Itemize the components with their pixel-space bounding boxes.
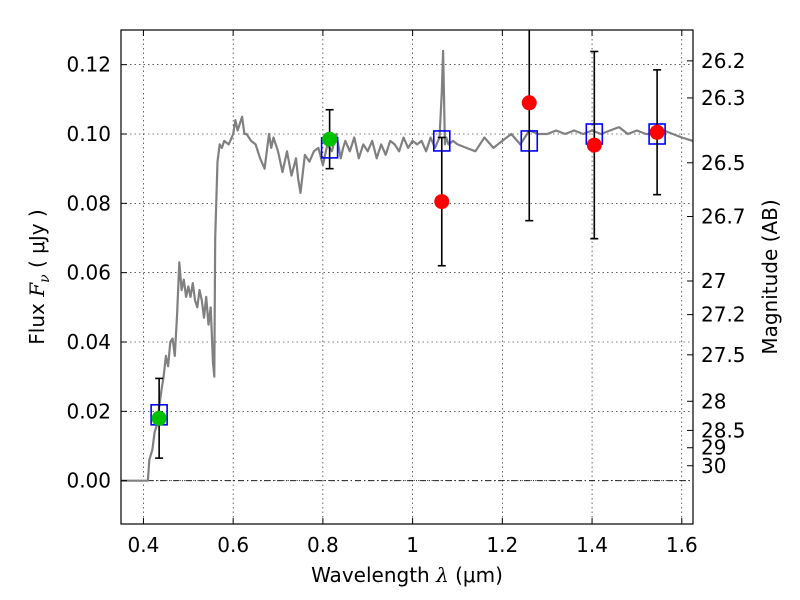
x-axis-title: Wavelength λ (μm) bbox=[311, 563, 503, 587]
sed-model-line bbox=[121, 49, 693, 482]
magnitude-tick-label: 29 bbox=[701, 436, 726, 460]
red-data-point bbox=[649, 124, 665, 140]
magnitude-tick-label: 26.7 bbox=[701, 205, 746, 229]
x-tick-label: 1.4 bbox=[576, 533, 608, 557]
y-tick-label: 0.10 bbox=[66, 122, 111, 146]
magnitude-tick-label: 27.5 bbox=[701, 343, 746, 367]
magnitude-tick-label: 28.5 bbox=[701, 418, 746, 442]
magnitude-tick-label: 27.2 bbox=[701, 303, 746, 327]
x-tick-label: 1 bbox=[406, 533, 419, 557]
magnitude-tick-label: 26.5 bbox=[701, 151, 746, 175]
y-tick-label: 0.08 bbox=[66, 191, 111, 215]
x-tick-label: 0.6 bbox=[217, 533, 249, 557]
y-axis-ticks: 0.00 0.02 0.04 0.06 0.08 0.10 0.12 bbox=[66, 53, 127, 493]
magnitude-tick-label: 28 bbox=[701, 389, 726, 413]
data-layer bbox=[121, 30, 693, 482]
y-tick-label: 0.06 bbox=[66, 261, 111, 285]
y-tick-label: 0.12 bbox=[66, 53, 111, 77]
y-tick-label: 0.02 bbox=[66, 399, 111, 423]
y-axis-title: Flux Fν ( μJy ) bbox=[25, 209, 53, 344]
x-axis-ticks: 0.4 0.6 0.8 1 1.2 1.4 1.6 bbox=[128, 30, 698, 557]
magnitude-tick-label: 26.3 bbox=[701, 86, 746, 110]
magnitude-tick-label: 30 bbox=[701, 454, 726, 478]
plot-area bbox=[121, 30, 693, 524]
y-tick-label: 0.00 bbox=[66, 469, 111, 493]
x-tick-label: 1.6 bbox=[666, 533, 698, 557]
green-data-point bbox=[151, 410, 167, 426]
magnitude-tick-label: 27 bbox=[701, 269, 726, 293]
y-tick-label: 0.04 bbox=[66, 330, 111, 354]
axes-frame bbox=[120, 29, 694, 525]
green-data-point bbox=[322, 131, 338, 147]
red-data-point bbox=[434, 194, 450, 210]
red-data-point bbox=[586, 137, 602, 153]
x-tick-label: 0.4 bbox=[128, 533, 160, 557]
magnitude-axis-title: Magnitude (AB) bbox=[758, 199, 782, 354]
red-data-point bbox=[521, 95, 537, 111]
x-tick-label: 1.2 bbox=[486, 533, 518, 557]
magnitude-tick-label: 26.2 bbox=[701, 49, 746, 73]
x-tick-label: 0.8 bbox=[307, 533, 339, 557]
